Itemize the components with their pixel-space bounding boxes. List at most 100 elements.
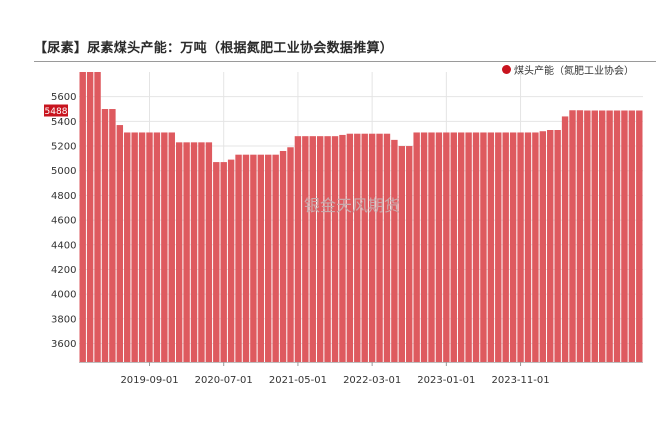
bar — [413, 132, 420, 362]
y-tick-label: 4800 — [51, 191, 76, 202]
bar — [398, 146, 406, 362]
bar — [472, 132, 480, 362]
bar — [524, 132, 532, 362]
bar — [302, 136, 309, 362]
bar — [331, 136, 339, 362]
bar — [598, 110, 606, 362]
bar — [116, 125, 124, 362]
bar — [316, 136, 324, 362]
bar — [569, 110, 576, 363]
bar — [554, 130, 561, 362]
bar — [450, 132, 457, 362]
bar — [257, 154, 265, 362]
bar — [517, 132, 524, 362]
bar — [636, 110, 643, 362]
last-value-badge — [44, 104, 68, 117]
bar — [279, 150, 287, 362]
watermark-text: 银金天风期货 — [304, 196, 400, 215]
bar — [361, 133, 368, 362]
bar — [346, 133, 354, 362]
bar — [294, 136, 302, 362]
bar — [146, 132, 153, 362]
chart-title: 【尿素】尿素煤头产能：万吨（根据氮肥工业协会数据推算） — [34, 41, 394, 56]
bar — [435, 132, 443, 362]
bar — [406, 146, 413, 362]
bar — [376, 133, 383, 362]
bar — [94, 72, 101, 362]
bar — [443, 132, 450, 362]
bar — [532, 132, 539, 362]
bar — [190, 142, 198, 362]
y-tick-label: 3600 — [51, 339, 76, 350]
bar — [227, 159, 235, 362]
x-tick-label: 2022-03-01 — [343, 375, 401, 386]
x-tick-label: 2021-05-01 — [269, 375, 327, 386]
bar — [175, 142, 183, 362]
legend-label: 煤头产能（氮肥工业协会） — [514, 66, 634, 77]
bar — [109, 109, 116, 363]
bar — [242, 154, 250, 362]
bar — [539, 131, 547, 362]
bar — [168, 132, 175, 362]
bar — [79, 72, 86, 362]
bar — [383, 133, 391, 362]
bar — [613, 110, 621, 362]
y-tick-label: 5600 — [51, 92, 76, 103]
bar — [428, 132, 435, 362]
y-tick-label: 5000 — [51, 166, 76, 177]
bar — [101, 109, 109, 363]
bar — [368, 133, 376, 362]
y-tick-label: 4000 — [51, 290, 76, 301]
bar — [487, 132, 495, 362]
y-tick-label: 4400 — [51, 240, 76, 251]
bar — [265, 154, 272, 362]
bar — [495, 132, 502, 362]
bar — [420, 132, 428, 362]
bar — [502, 132, 509, 362]
bar — [547, 130, 554, 362]
bar — [86, 72, 94, 362]
x-tick-label: 2023-11-01 — [491, 375, 549, 386]
title-divider — [34, 61, 656, 62]
bar — [509, 132, 517, 362]
bar — [465, 132, 472, 362]
y-tick-label: 4200 — [51, 265, 76, 276]
chart-legend: 煤头产能（氮肥工业协会） — [502, 62, 634, 77]
bar — [138, 132, 146, 362]
bar — [339, 134, 346, 362]
bar — [183, 142, 190, 362]
y-tick-label: 5200 — [51, 142, 76, 153]
bar — [628, 110, 636, 362]
legend-marker-icon — [502, 65, 511, 74]
bar — [391, 139, 398, 362]
y-tick-label: 4600 — [51, 216, 76, 227]
bar — [198, 142, 205, 362]
x-tick-label: 2020-07-01 — [195, 375, 253, 386]
x-tick-label: 2019-09-01 — [120, 375, 178, 386]
bar — [480, 132, 487, 362]
y-tick-label: 3800 — [51, 314, 76, 325]
bar — [576, 110, 584, 363]
y-tick-label: 5400 — [51, 117, 76, 128]
bar — [124, 132, 131, 362]
bar — [584, 110, 591, 362]
bar — [591, 110, 598, 362]
bar — [354, 133, 361, 362]
last-value-label: 5488 — [45, 107, 68, 117]
bar — [220, 162, 227, 362]
bar — [457, 132, 465, 362]
bar — [324, 136, 331, 362]
bar — [309, 136, 316, 362]
x-tick-label: 2023-01-01 — [417, 375, 475, 386]
bar — [606, 110, 613, 362]
bar — [272, 154, 279, 362]
bar — [153, 132, 161, 362]
bar — [161, 132, 168, 362]
bar — [287, 147, 294, 362]
bar — [250, 154, 257, 362]
bar — [205, 142, 213, 362]
bar — [621, 110, 628, 362]
bar — [131, 132, 138, 362]
bar — [561, 116, 569, 362]
